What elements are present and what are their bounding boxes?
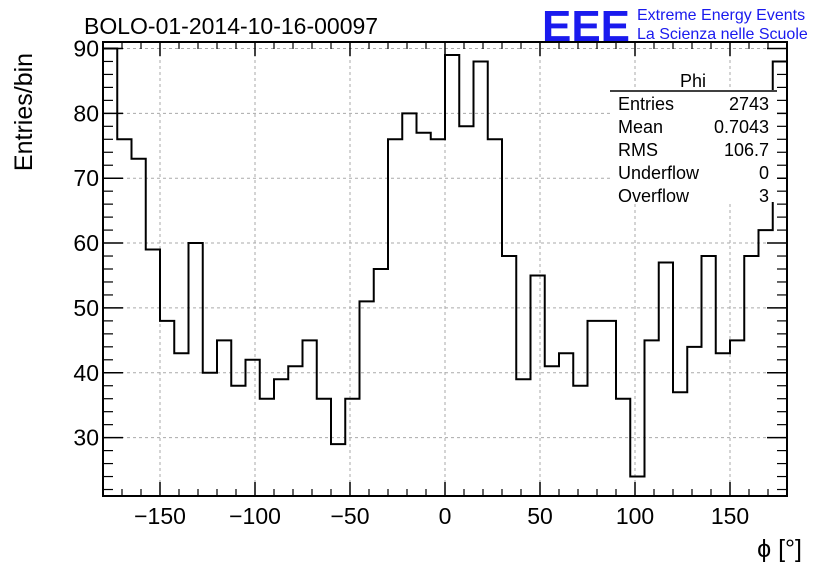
y-tick-label: 50 bbox=[73, 295, 99, 321]
x-tick-label: 50 bbox=[527, 503, 553, 529]
stats-value: 0.7043 bbox=[714, 117, 769, 137]
logo-line2: La Scienza nelle Scuole bbox=[637, 26, 808, 43]
stats-value: 0 bbox=[759, 163, 769, 183]
chart-title: BOLO-01-2014-10-16-00097 bbox=[84, 13, 378, 39]
y-tick-label: 80 bbox=[73, 100, 99, 126]
eee-logo: EEE Extreme Energy Events La Scienza nel… bbox=[542, 2, 808, 51]
stats-label: Overflow bbox=[618, 186, 690, 206]
x-tick-label: 100 bbox=[616, 503, 654, 529]
y-tick-label: 90 bbox=[73, 35, 99, 61]
y-axis-label: Entries/bin bbox=[10, 53, 38, 171]
tick-labels: −150 −100 −50 0 50 100 150 30 40 50 60 70 80 90 bbox=[73, 35, 749, 529]
y-tick-label: 60 bbox=[73, 230, 99, 256]
y-tick-label: 30 bbox=[73, 425, 99, 451]
logo-mark: EEE bbox=[542, 2, 630, 51]
stats-value: 106.7 bbox=[724, 140, 769, 160]
stats-label: RMS bbox=[618, 140, 658, 160]
y-tick-label: 70 bbox=[73, 165, 99, 191]
stats-value: 2743 bbox=[729, 94, 769, 114]
stats-box: Phi Entries 2743 Mean 0.7043 RMS 106.7 Underfl… bbox=[610, 71, 777, 206]
stats-label: Mean bbox=[618, 117, 663, 137]
stats-label: Underflow bbox=[618, 163, 700, 183]
x-axis-label: ϕ [°] bbox=[757, 535, 802, 563]
histogram-line bbox=[103, 47, 788, 478]
axis-ticks bbox=[102, 42, 788, 496]
x-tick-label: 150 bbox=[711, 503, 749, 529]
x-tick-label: −100 bbox=[229, 503, 281, 529]
x-tick-label: −150 bbox=[134, 503, 186, 529]
stats-value: 3 bbox=[759, 186, 769, 206]
logo-line1: Extreme Energy Events bbox=[637, 7, 805, 24]
x-tick-label: 0 bbox=[439, 503, 452, 529]
y-tick-label: 40 bbox=[73, 360, 99, 386]
stats-label: Entries bbox=[618, 94, 674, 114]
stats-name: Phi bbox=[680, 71, 706, 91]
x-tick-label: −50 bbox=[330, 503, 369, 529]
